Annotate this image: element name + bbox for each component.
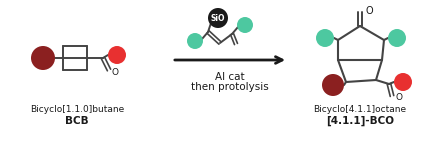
Circle shape xyxy=(322,74,344,96)
Text: Bicyclo[1.1.0]butane: Bicyclo[1.1.0]butane xyxy=(30,105,124,114)
Text: O: O xyxy=(111,67,118,77)
Circle shape xyxy=(394,73,412,91)
Text: SiO: SiO xyxy=(211,13,225,22)
Circle shape xyxy=(388,29,406,47)
Text: Bicyclo[4.1.1]octane: Bicyclo[4.1.1]octane xyxy=(313,105,406,114)
Circle shape xyxy=(108,46,126,64)
Text: BCB: BCB xyxy=(65,116,89,126)
Circle shape xyxy=(187,33,203,49)
Text: O: O xyxy=(365,6,373,16)
Circle shape xyxy=(208,8,228,28)
Circle shape xyxy=(31,46,55,70)
Text: [4.1.1]-BCO: [4.1.1]-BCO xyxy=(326,116,394,126)
Circle shape xyxy=(316,29,334,47)
Text: Al cat: Al cat xyxy=(215,72,245,82)
Text: then protolysis: then protolysis xyxy=(191,82,269,92)
Circle shape xyxy=(237,17,253,33)
Text: O: O xyxy=(396,94,403,103)
